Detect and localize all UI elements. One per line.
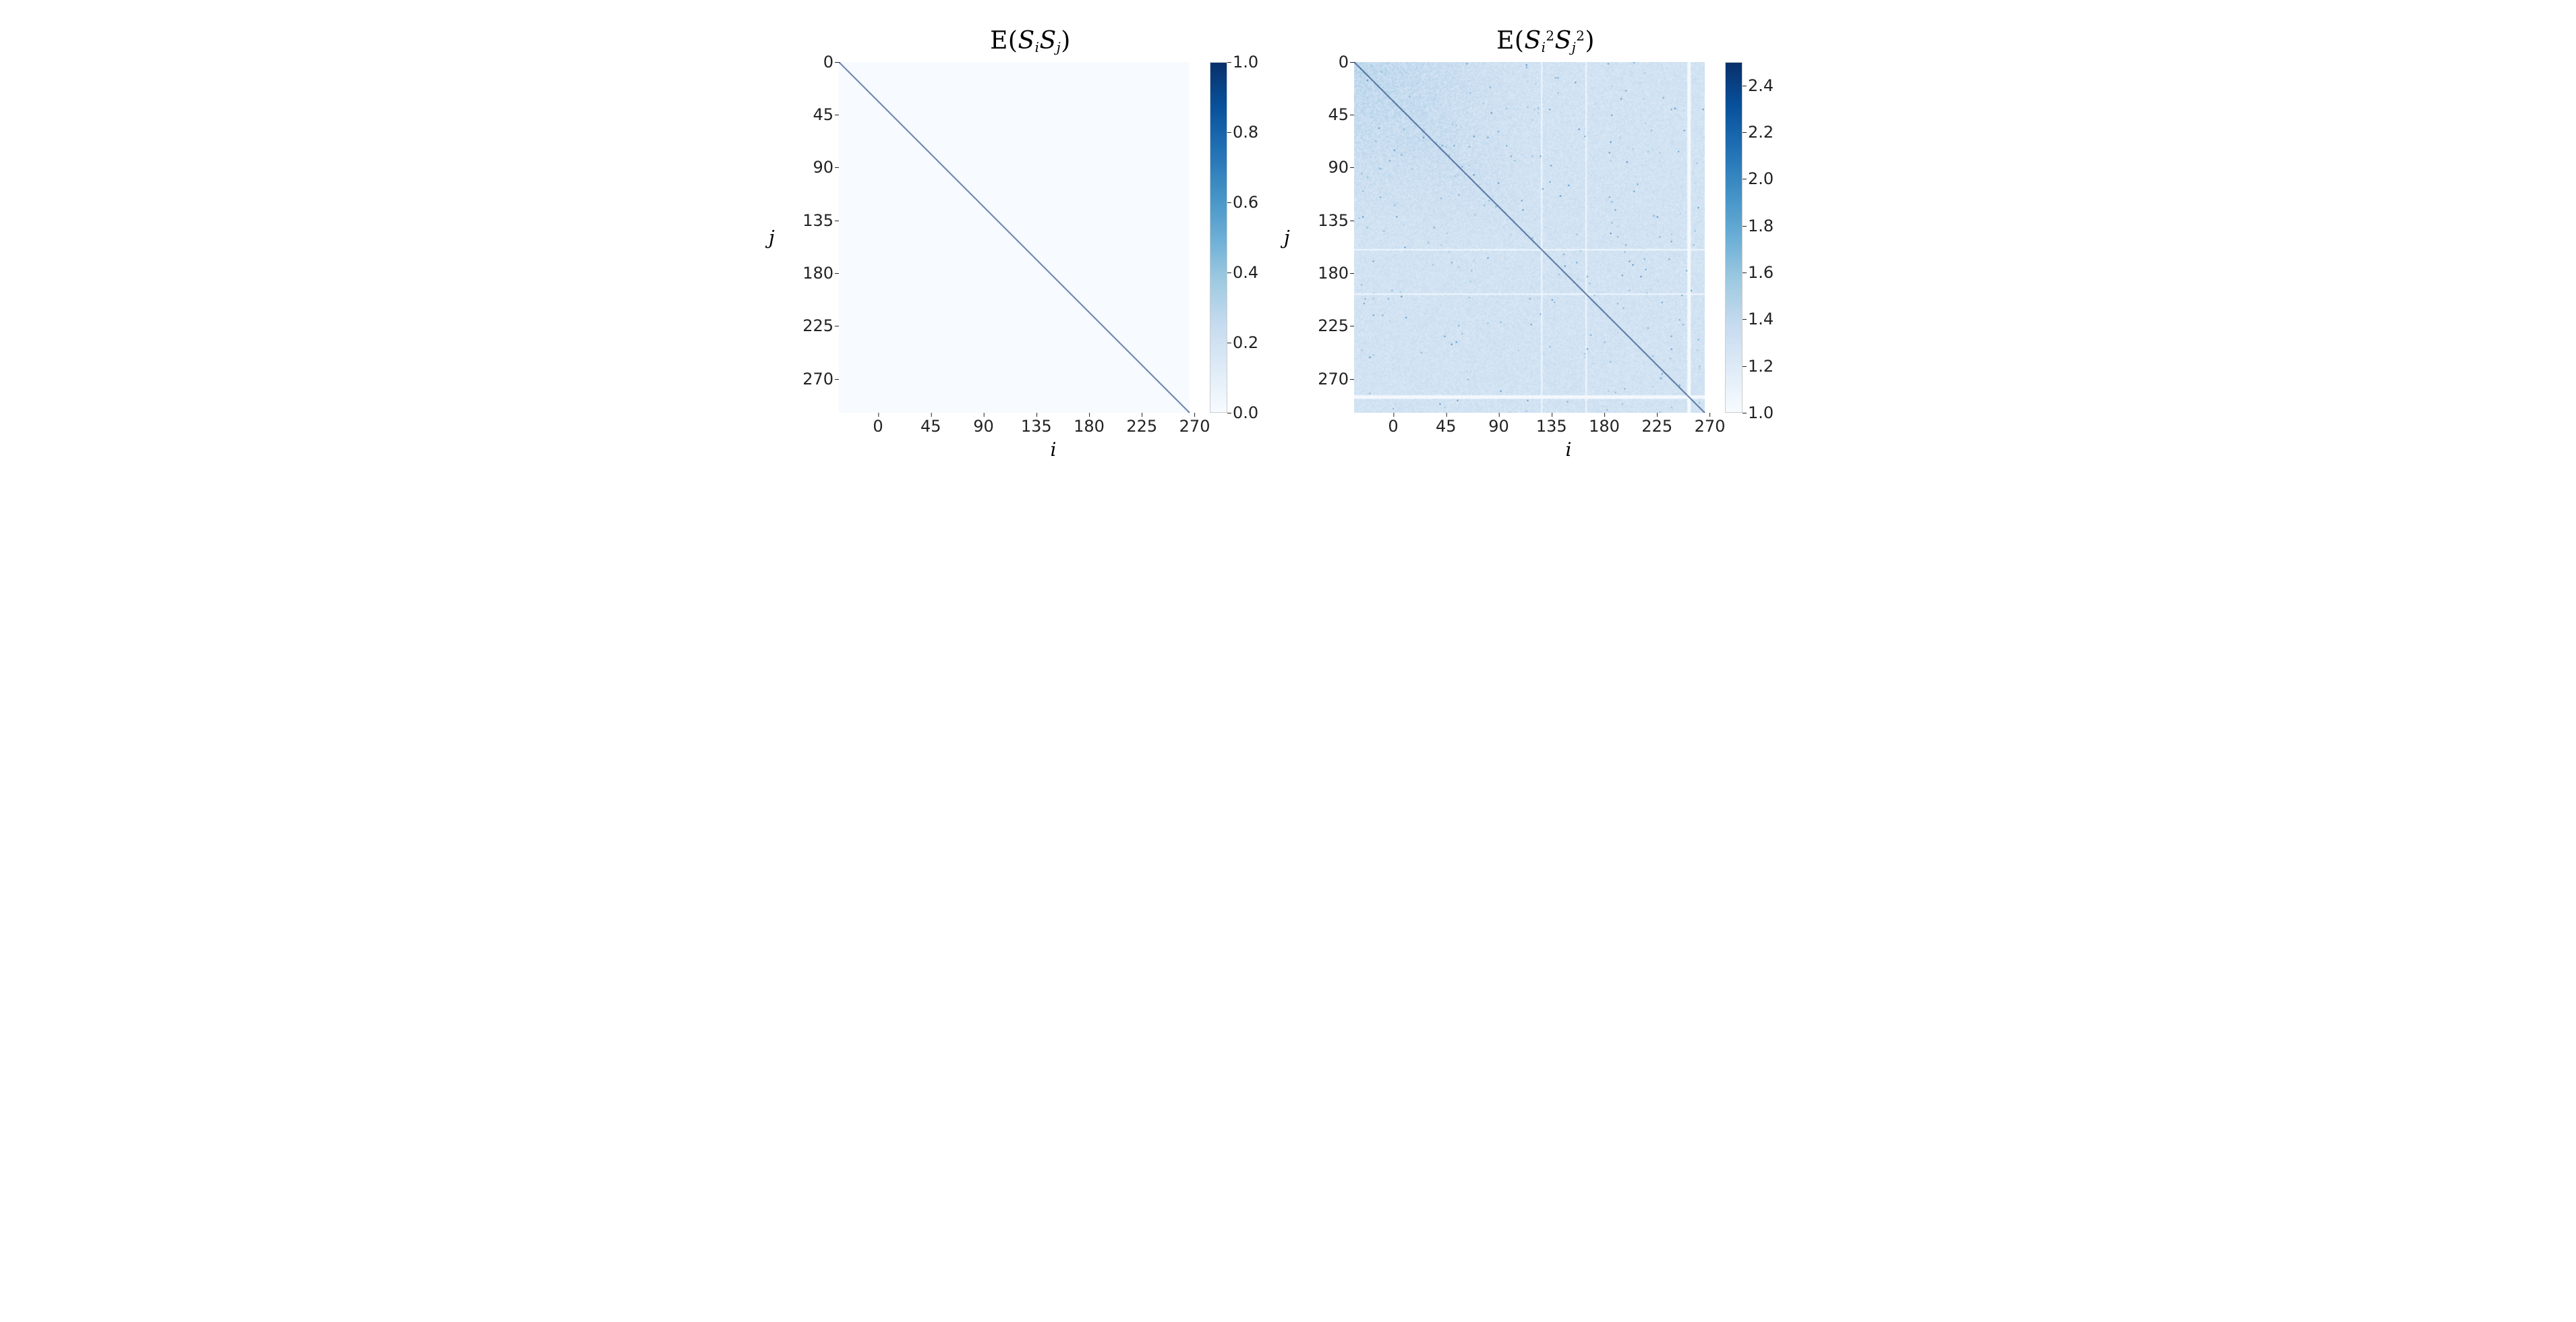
colorbar-tick: 2.2 [1748,123,1774,142]
x-tick: 90 [1488,417,1509,436]
colorbar-tick: 2.0 [1748,169,1774,188]
y-tick: 0 [1339,53,1349,71]
x-tick: 135 [1536,417,1567,436]
left-colorbar: 0.00.20.40.60.81.0 [1210,62,1268,413]
figure: E(SiSj) j 0 45 90 135 180 225 270 0.0 0.2 0.4 0.6… [0,0,2576,473]
y-tick: 135 [1318,211,1349,230]
left-y-ticks: j 04590135180225270 [793,62,833,413]
x-tick: 180 [1589,417,1620,436]
y-tick: 135 [802,211,833,230]
left-heatmap [839,62,1190,413]
left-x-label: i [1051,438,1057,461]
left-heatmap-canvas [839,62,1190,413]
y-tick: 45 [813,105,833,124]
left-x-axis: i 04590135180225270 [878,413,1229,460]
right-heatmap-canvas [1354,62,1705,413]
right-colorbar: 1.01.21.41.61.82.02.22.4 [1725,62,1783,413]
right-panel: E(Si2Sj2) j 04590135180225270 1.01.21.41… [1308,27,1783,460]
y-tick: 90 [813,158,833,177]
colorbar-tick: 1.8 [1748,217,1774,235]
y-tick: 0 [823,53,833,71]
right-x-axis: i 04590135180225270 [1393,413,1744,460]
x-tick: 225 [1641,417,1672,436]
colorbar-tick: 2.4 [1748,76,1774,95]
x-tick: 0 [1388,417,1398,436]
left-y-axis: j 04590135180225270 [793,62,833,413]
right-y-axis: j 04590135180225270 [1308,62,1349,413]
left-y-label: j [769,226,775,248]
colorbar-tick: 1.4 [1748,310,1774,328]
right-plot-row: j 04590135180225270 1.01.21.41.61.82.02.… [1308,62,1783,413]
y-tick: 45 [1328,105,1349,124]
left-panel-title: E(SiSj) [990,27,1071,55]
right-x-label: i [1566,438,1572,461]
x-tick: 135 [1021,417,1052,436]
y-tick: 270 [1318,370,1349,389]
y-tick: 90 [1328,158,1349,177]
colorbar-tick: 0.6 [1233,193,1258,212]
y-tick: 225 [802,316,833,335]
x-tick: 45 [1436,417,1457,436]
y-tick: 225 [1318,316,1349,335]
x-tick: 180 [1074,417,1105,436]
colorbar-tick: 0.2 [1233,333,1258,352]
x-tick: 90 [973,417,994,436]
x-tick: 0 [873,417,883,436]
right-colorbar-ticks: 1.01.21.41.61.82.02.22.4 [1743,62,1783,413]
x-tick: 225 [1126,417,1157,436]
x-tick: 270 [1179,417,1210,436]
right-colorbar-strip [1725,62,1743,413]
left-colorbar-strip [1210,62,1227,413]
x-tick: 45 [920,417,941,436]
x-tick: 270 [1695,417,1726,436]
colorbar-tick: 1.0 [1233,53,1258,71]
y-tick: 180 [802,264,833,283]
right-heatmap [1354,62,1705,413]
right-panel-title: E(Si2Sj2) [1496,27,1595,55]
right-y-ticks: j 04590135180225270 [1308,62,1349,413]
right-y-label: j [1284,226,1290,248]
left-panel: E(SiSj) j 04590135180225270 0.00.20.40.6… [793,27,1268,460]
colorbar-tick: 0.8 [1233,123,1258,142]
colorbar-tick: 1.6 [1748,263,1774,282]
left-plot-row: j 04590135180225270 0.00.20.40.60.81.0 [793,62,1268,413]
colorbar-tick: 0.4 [1233,263,1258,282]
left-colorbar-ticks: 0.00.20.40.60.81.0 [1227,62,1268,413]
y-tick: 180 [1318,264,1349,283]
y-tick: 270 [802,370,833,389]
colorbar-tick: 0.0 [1233,403,1258,422]
colorbar-tick: 1.2 [1748,357,1774,376]
colorbar-tick: 1.0 [1748,403,1774,422]
